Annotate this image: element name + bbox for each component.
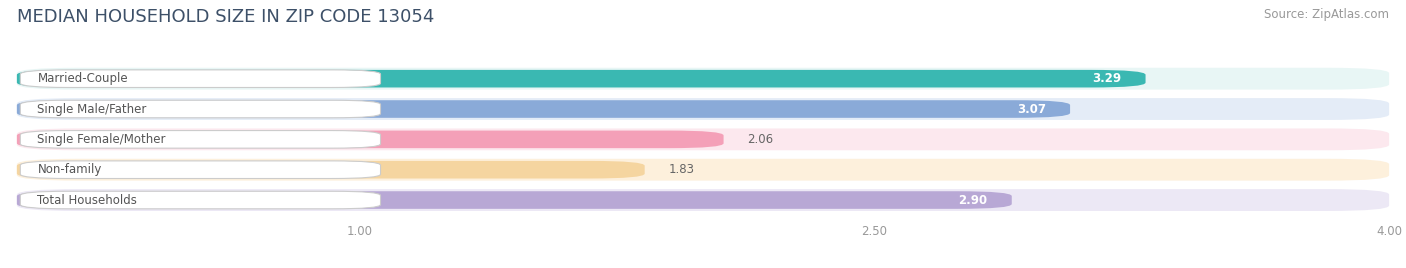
FancyBboxPatch shape: [17, 159, 1389, 181]
FancyBboxPatch shape: [17, 161, 645, 178]
FancyBboxPatch shape: [17, 189, 1389, 211]
FancyBboxPatch shape: [17, 70, 1146, 87]
FancyBboxPatch shape: [17, 98, 1389, 120]
FancyBboxPatch shape: [20, 70, 381, 87]
FancyBboxPatch shape: [17, 100, 1070, 118]
Text: 3.29: 3.29: [1092, 72, 1122, 85]
FancyBboxPatch shape: [20, 161, 381, 178]
Text: Single Female/Mother: Single Female/Mother: [38, 133, 166, 146]
Text: Single Male/Father: Single Male/Father: [38, 103, 146, 116]
FancyBboxPatch shape: [17, 131, 724, 148]
FancyBboxPatch shape: [20, 131, 381, 148]
FancyBboxPatch shape: [20, 191, 381, 209]
Text: MEDIAN HOUSEHOLD SIZE IN ZIP CODE 13054: MEDIAN HOUSEHOLD SIZE IN ZIP CODE 13054: [17, 8, 434, 26]
Text: 1.83: 1.83: [669, 163, 695, 176]
Text: 2.90: 2.90: [959, 193, 988, 207]
FancyBboxPatch shape: [17, 128, 1389, 150]
Text: 2.06: 2.06: [748, 133, 773, 146]
FancyBboxPatch shape: [17, 191, 1012, 209]
FancyBboxPatch shape: [17, 68, 1389, 90]
Text: Total Households: Total Households: [38, 193, 138, 207]
Text: Non-family: Non-family: [38, 163, 101, 176]
Text: Source: ZipAtlas.com: Source: ZipAtlas.com: [1264, 8, 1389, 21]
Text: 3.07: 3.07: [1017, 103, 1046, 116]
Text: Married-Couple: Married-Couple: [38, 72, 128, 85]
FancyBboxPatch shape: [20, 100, 381, 118]
